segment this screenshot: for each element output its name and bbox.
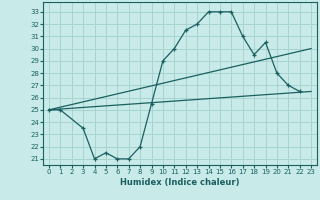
- X-axis label: Humidex (Indice chaleur): Humidex (Indice chaleur): [120, 178, 240, 187]
